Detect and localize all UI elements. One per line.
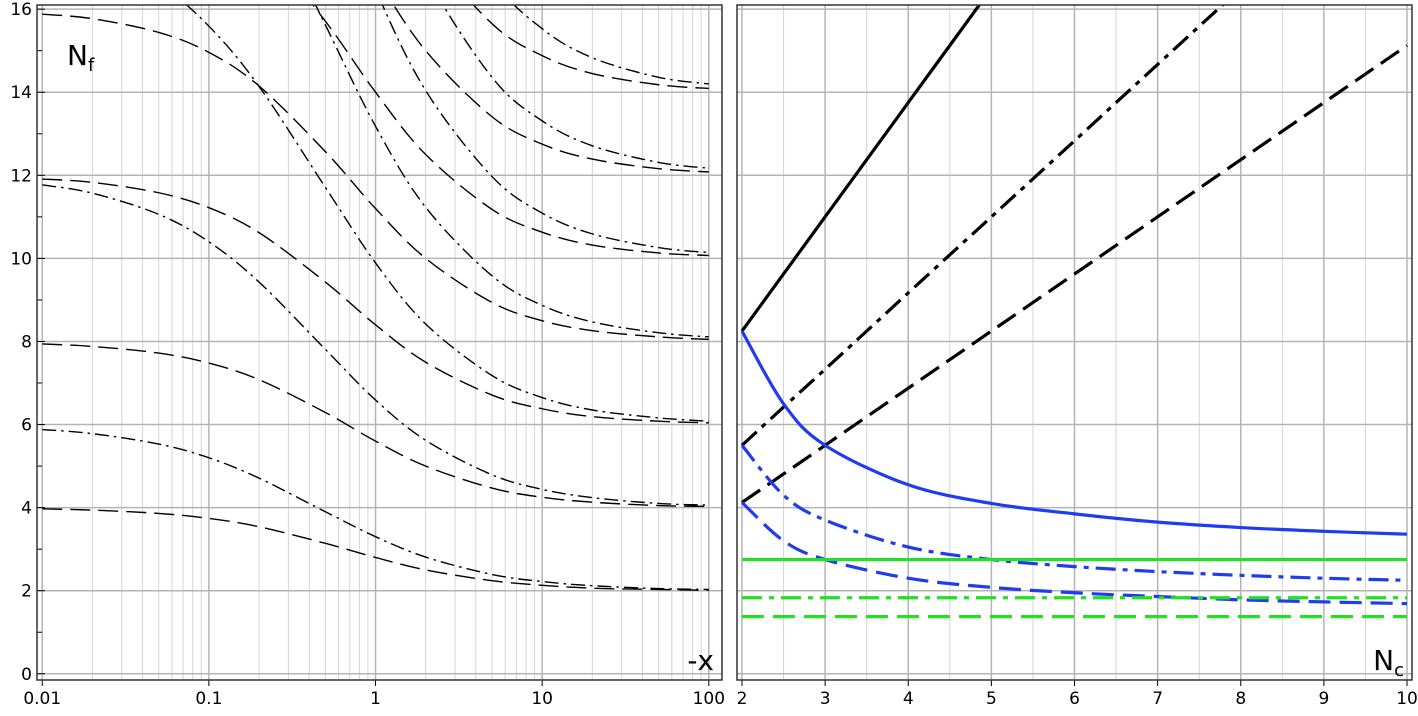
series-line — [740, 5, 1225, 447]
series-line — [42, 178, 709, 424]
series-line — [740, 444, 1408, 582]
y-axis-label-sub: f — [88, 55, 95, 76]
panel: 0.01 0.1 1 10 100 0 2 4 6 8 10 12 14 16 Nf -x — [10, 0, 725, 709]
plot-frame — [736, 4, 1413, 681]
series-line — [42, 184, 709, 506]
y-tick-label: 12 — [10, 166, 32, 186]
x-tick-label: 1 — [370, 689, 381, 709]
x-tick-label: 2 — [737, 689, 748, 709]
x-tick-label: 10 — [531, 689, 553, 709]
y-tick-label: 16 — [10, 0, 32, 20]
series-line — [741, 44, 1408, 504]
series-line — [185, 5, 709, 422]
y-tick-label: 14 — [10, 83, 32, 103]
x-tick-label: 6 — [1069, 689, 1080, 709]
y-tick-label: 8 — [21, 332, 32, 352]
x-tick-label: 5 — [986, 689, 997, 709]
series-line — [42, 13, 709, 341]
x-tick-label: 0.1 — [195, 689, 222, 709]
series-line — [740, 501, 1408, 606]
x-tick-label: 9 — [1318, 689, 1329, 709]
x-tick-label: 8 — [1235, 689, 1246, 709]
y-tick-label: 4 — [21, 499, 32, 519]
series-line — [312, 5, 709, 257]
series-line — [42, 508, 709, 591]
series-line — [472, 5, 709, 90]
y-tick-label: 2 — [21, 582, 32, 602]
x-axis-label-sub: c — [1394, 660, 1404, 681]
series-line — [42, 428, 709, 591]
series-line — [314, 5, 709, 338]
x-tick-label: 7 — [1152, 689, 1163, 709]
series-line — [392, 5, 709, 173]
y-axis-label-base: N — [67, 39, 88, 72]
y-axis-label: Nf — [67, 39, 95, 76]
x-axis-label: -x — [687, 644, 714, 677]
series-line — [740, 5, 982, 333]
series-group — [740, 5, 1408, 619]
x-tick-label: 100 — [693, 689, 725, 709]
y-tick-label: 6 — [21, 416, 32, 436]
y-tick-label: 10 — [10, 249, 32, 269]
x-axis-label-base: N — [1373, 644, 1394, 677]
plot-frame — [36, 4, 723, 681]
series-line — [42, 343, 709, 508]
x-tick-label: 0.01 — [23, 689, 61, 709]
x-axis-label: Nc — [1373, 644, 1404, 681]
series-group — [42, 5, 709, 591]
series-line — [740, 330, 1408, 536]
y-tick-label: 0 — [21, 665, 32, 685]
x-tick-label: 4 — [903, 689, 914, 709]
x-tick-label: 3 — [820, 689, 831, 709]
x-tick-label: 10 — [1396, 689, 1418, 709]
